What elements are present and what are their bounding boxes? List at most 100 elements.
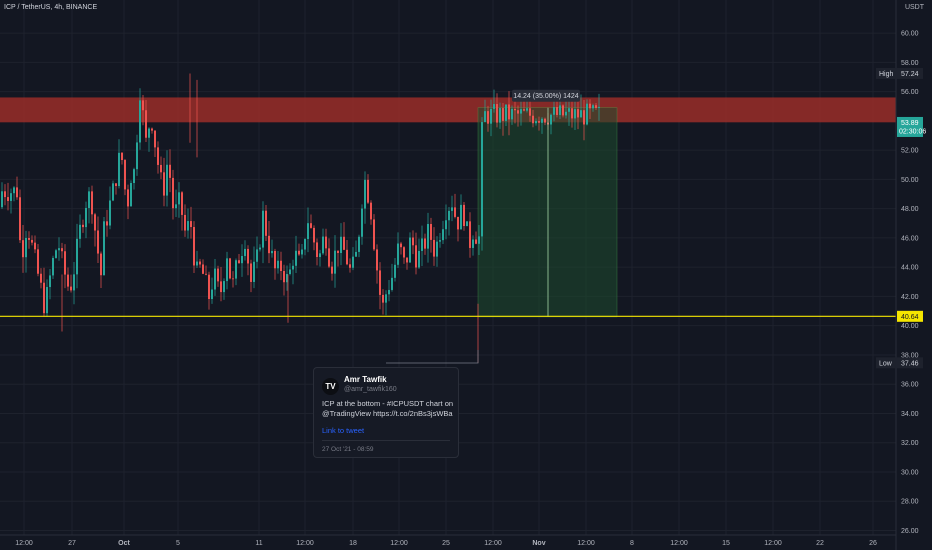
candle-body [457,216,459,230]
candle-body [208,274,210,300]
tweet-card[interactable]: TV Amr Tawfik @amr_tawfik160 ICP at the … [313,367,459,458]
candle-body [10,193,12,201]
candle-body [490,108,492,124]
candle-body [124,160,126,190]
price-tag-value: 57.24 [901,71,919,78]
candle-body [139,100,141,143]
candle-body [340,236,342,254]
candle-body [1,191,3,208]
candle-body [223,281,225,293]
candle-body [103,221,105,276]
candle-body [310,223,312,228]
price-tag-value: 53.89 [901,120,919,127]
tweet-date: 27 Oct '21 - 08:59 [322,446,374,453]
candle-body [391,277,393,290]
candle-body [157,147,159,165]
candle-body [496,104,498,123]
candle-body [436,241,438,257]
candle-body [70,286,72,291]
candle-body [256,249,258,262]
candle-body [226,258,228,282]
candle-body [127,189,129,207]
time-tick-label: 25 [442,540,450,547]
price-tag-bg [897,67,923,79]
candle-body [40,273,42,283]
candle-body [589,103,591,109]
candle-body [484,111,486,123]
candle-body [52,257,54,276]
time-tick-label: 12:00 [484,540,502,547]
currency-label: USDT [904,4,924,11]
price-axis: 26.00 28.00 30.00 32.00 34.00 36.00 38.00 40.00… [895,0,932,550]
candle-body [571,108,573,119]
candle-body [235,260,237,279]
candle-body [175,204,177,209]
candle-body [493,104,495,109]
candle-body [253,261,255,282]
candle-body [427,224,429,249]
candle-body [94,214,96,231]
candle-body [400,243,402,248]
candle-body [178,192,180,205]
price-tag-bg [897,116,923,137]
candle-body [88,191,90,208]
candle-body [583,110,585,125]
tweet-handle: @amr_tawfik160 [344,386,397,393]
candle-body [433,239,435,257]
resistance-zone [0,97,896,123]
candle-body [502,108,504,121]
candle-body [352,256,354,268]
candle-body [463,204,465,227]
price-tick-label: 30.00 [901,469,919,476]
price-tag-countdown: 02:30:06 [899,128,926,135]
candle-body [322,236,324,254]
candle-body [232,278,234,280]
candle-body [358,236,360,252]
candle-body [331,266,333,274]
price-tag-label-bg [876,357,896,369]
candle-body [76,238,78,275]
candle-body [379,270,381,295]
candle-body [562,105,564,116]
candle-body [586,103,588,125]
candle-body [79,224,81,239]
candle-body [31,239,33,243]
candle-body [16,187,18,198]
candle-body [202,264,204,274]
candle-body [7,197,9,201]
price-tick-label: 42.00 [901,294,919,301]
symbol-title: ICP / TetherUS, 4h, BINANCE [4,4,98,11]
candle-body [361,208,363,237]
candle-body [199,261,201,265]
candle-body [595,105,597,108]
candle-body [565,111,567,116]
price-tag-label: High [879,71,894,78]
candle-body [538,121,540,123]
time-axis: 12:00 27 Oct 5 11 12:00 18 12:00 25 12:00 Nov 12:00… [0,534,896,547]
candle-body [61,248,63,252]
candle-body [187,221,189,231]
candle-body [49,275,51,288]
price-tick-label: 28.00 [901,499,919,506]
candle-body [100,253,102,276]
candle-body [349,264,351,268]
candle-body [385,294,387,303]
time-tick-label: 12:00 [15,540,33,547]
candle-body [325,236,327,249]
candle-body [598,106,600,108]
link-to-tweet[interactable]: Link to tweet [322,426,365,435]
candle-body [376,249,378,271]
candle-body [532,115,534,124]
candle-body [160,164,162,173]
candle-body [55,250,57,258]
candle-body [136,142,138,170]
candle-body [475,239,477,244]
candle-body [244,248,246,257]
price-tick-label: 60.00 [901,31,919,38]
price-tick-label: 50.00 [901,177,919,184]
tweet-divider [322,440,450,441]
candle-body [370,202,372,220]
candle-body [91,191,93,215]
price-tag-value: 37.46 [901,360,919,367]
